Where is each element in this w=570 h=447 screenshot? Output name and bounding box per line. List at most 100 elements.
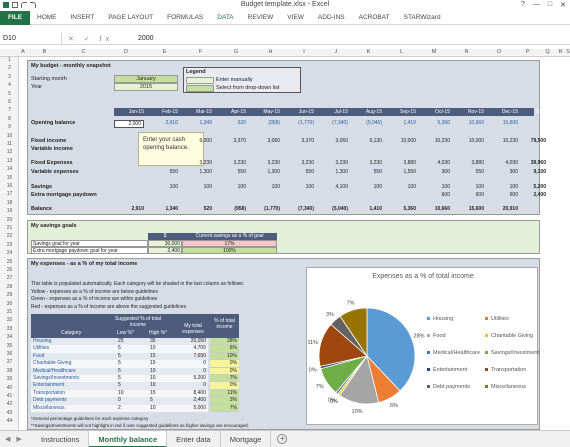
- row-header[interactable]: 12: [6, 149, 13, 156]
- save-icon[interactable]: [12, 2, 18, 8]
- next-sheet-icon[interactable]: ▶: [16, 436, 22, 443]
- row-header[interactable]: 22: [6, 233, 13, 240]
- row-header[interactable]: 11: [6, 141, 13, 147]
- ribbon-tab-data[interactable]: DATA: [217, 14, 234, 21]
- column-header[interactable]: A: [21, 49, 25, 55]
- row-header[interactable]: 5: [8, 90, 11, 97]
- column-header[interactable]: F: [198, 49, 203, 55]
- maximize-button[interactable]: □: [547, 1, 553, 8]
- row-header[interactable]: 44: [6, 418, 13, 425]
- sheet-tab-instructions[interactable]: Instructions: [32, 430, 90, 447]
- row-header[interactable]: 26: [6, 267, 13, 273]
- column-header[interactable]: J: [334, 49, 338, 55]
- row-header[interactable]: 30: [6, 300, 13, 307]
- year-input[interactable]: 2015: [114, 83, 178, 91]
- row-header[interactable]: 19: [6, 208, 13, 215]
- row-header[interactable]: 38: [6, 367, 13, 374]
- formula-buttons[interactable]: ✕ ✓ fx: [68, 35, 114, 43]
- column-header[interactable]: I: [303, 49, 305, 55]
- ribbon-tab-acrobat[interactable]: ACROBAT: [358, 14, 390, 21]
- column-header[interactable]: Q: [545, 49, 550, 55]
- help-button[interactable]: ?: [520, 1, 525, 8]
- goal-amount-input[interactable]: 2,400: [148, 247, 182, 254]
- redo-icon[interactable]: [30, 2, 36, 8]
- ribbon-tab-view[interactable]: VIEW: [287, 14, 304, 21]
- column-header[interactable]: H: [268, 49, 273, 55]
- pie-slice-housing[interactable]: [366, 307, 416, 392]
- sheet-tab-mortgage[interactable]: Mortgage: [221, 430, 272, 447]
- row-header[interactable]: 23: [6, 241, 13, 248]
- prev-sheet-icon[interactable]: ◀: [5, 436, 11, 443]
- row-header[interactable]: 16: [6, 183, 13, 189]
- column-header[interactable]: D: [124, 49, 128, 55]
- row-header[interactable]: 17: [6, 191, 13, 198]
- row-header[interactable]: 25: [6, 258, 13, 265]
- row-header[interactable]: 13: [6, 157, 13, 164]
- undo-icon[interactable]: [21, 2, 27, 8]
- name-box[interactable]: D10: [0, 32, 62, 45]
- ribbon-tab-home[interactable]: HOME: [37, 14, 57, 21]
- sheet-tab-enter-data[interactable]: Enter data: [167, 430, 221, 447]
- add-sheet-button[interactable]: +: [277, 434, 288, 444]
- row-header[interactable]: 21: [6, 225, 13, 231]
- column-header[interactable]: K: [366, 49, 371, 55]
- row-header[interactable]: 43: [6, 409, 13, 416]
- row-header[interactable]: 34: [6, 334, 13, 341]
- row-header[interactable]: 32: [6, 317, 13, 324]
- row-header[interactable]: 8: [8, 115, 11, 122]
- row-header[interactable]: 20: [6, 216, 13, 223]
- row-header[interactable]: 10: [6, 132, 13, 139]
- goal-amount-input[interactable]: 30,000: [148, 240, 182, 247]
- column-header[interactable]: G: [233, 49, 239, 55]
- worksheet[interactable]: My budget - monthly snapshot Starting mo…: [19, 57, 570, 430]
- row-header[interactable]: 15: [6, 174, 13, 181]
- column-header[interactable]: N: [464, 49, 469, 55]
- column-header[interactable]: R: [558, 49, 563, 55]
- ribbon-tab-starwizard[interactable]: STARWizard: [403, 14, 441, 21]
- row-header[interactable]: 2: [8, 65, 11, 72]
- pie-chart-container[interactable]: Expenses as a % of total income 28% 6% 10%…: [306, 267, 539, 425]
- ribbon-tab-page-layout[interactable]: PAGE LAYOUT: [108, 14, 154, 21]
- column-header[interactable]: P: [525, 49, 530, 55]
- row-header[interactable]: 42: [6, 401, 13, 408]
- sheet-tab-monthly-balance[interactable]: Monthly balance: [89, 430, 168, 447]
- row-header[interactable]: 33: [6, 325, 13, 332]
- row-header[interactable]: 35: [6, 342, 13, 349]
- formula-input[interactable]: 2000: [138, 35, 154, 42]
- pie-slice-miscellaneous[interactable]: [339, 307, 368, 358]
- ribbon-tab-review[interactable]: REVIEW: [247, 14, 274, 21]
- column-header[interactable]: M: [431, 49, 437, 55]
- opening-balance-input[interactable]: 2,000: [114, 120, 144, 128]
- row-header[interactable]: 7: [8, 107, 11, 114]
- file-tab[interactable]: FILE: [0, 10, 30, 25]
- column-header[interactable]: E: [162, 49, 167, 55]
- row-header[interactable]: 36: [6, 351, 13, 357]
- row-header[interactable]: 31: [6, 309, 13, 315]
- row-header[interactable]: 14: [6, 166, 13, 173]
- column-header[interactable]: S: [566, 49, 570, 55]
- close-button[interactable]: ✕: [560, 2, 566, 9]
- row-header[interactable]: 24: [6, 250, 13, 257]
- column-header[interactable]: L: [399, 49, 404, 55]
- row-header[interactable]: 18: [6, 199, 13, 206]
- ribbon-tab-add-ins[interactable]: ADD-INS: [317, 14, 345, 21]
- row-header[interactable]: 41: [6, 393, 13, 399]
- row-header[interactable]: 27: [6, 275, 13, 282]
- row-header[interactable]: 4: [8, 82, 11, 89]
- row-header[interactable]: 40: [6, 384, 13, 391]
- row-header[interactable]: 1: [8, 57, 11, 63]
- column-header[interactable]: C: [81, 49, 86, 55]
- ribbon-tab-insert[interactable]: INSERT: [70, 14, 95, 21]
- column-header[interactable]: B: [42, 49, 47, 55]
- column-header[interactable]: O: [496, 49, 502, 55]
- row-header[interactable]: 29: [6, 292, 13, 299]
- row-header[interactable]: 9: [8, 124, 11, 131]
- row-header[interactable]: 37: [6, 359, 13, 366]
- row-header[interactable]: 6: [8, 99, 11, 105]
- row-header[interactable]: 3: [8, 73, 11, 80]
- minimize-button[interactable]: —: [532, 1, 540, 8]
- starting-month-dropdown[interactable]: January: [114, 75, 178, 83]
- row-header[interactable]: 39: [6, 376, 13, 383]
- ribbon-tab-formulas[interactable]: FORMULAS: [167, 14, 204, 21]
- row-header[interactable]: 28: [6, 283, 13, 290]
